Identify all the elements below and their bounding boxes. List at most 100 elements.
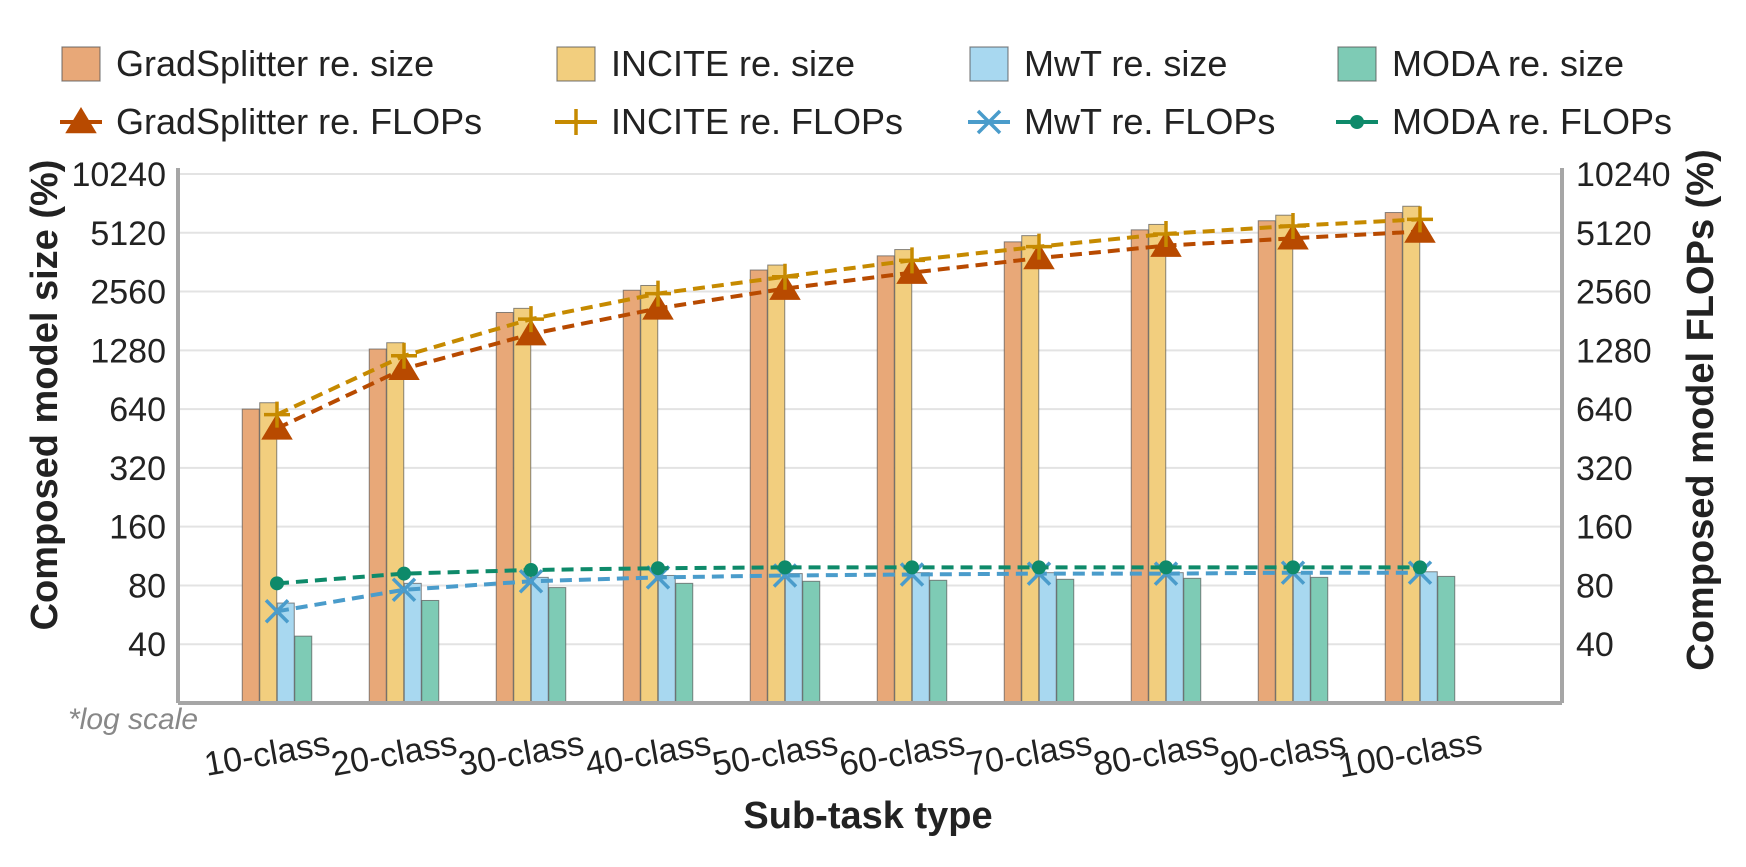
line-marker xyxy=(563,109,589,135)
line-marker xyxy=(1413,560,1427,575)
legend-label: INCITE re. size xyxy=(611,43,855,84)
bar xyxy=(1437,575,1456,704)
y-tick-label-right: 320 xyxy=(1576,450,1633,488)
bar xyxy=(386,342,405,704)
y-axis-title-left: Composed model size (%) xyxy=(24,160,66,631)
y-tick-label-right: 5120 xyxy=(1576,215,1652,253)
line-marker xyxy=(772,263,798,290)
series-line xyxy=(276,217,1421,417)
legend-label: GradSplitter re. size xyxy=(116,43,434,84)
bar xyxy=(403,582,422,704)
bar xyxy=(1003,241,1022,704)
bar xyxy=(294,635,313,704)
line-marker xyxy=(1032,560,1046,575)
y-tick-label-left: 640 xyxy=(109,391,166,429)
line-marker xyxy=(270,576,284,591)
legend-layer: GradSplitter re. size INCITE re. size MwT … xyxy=(60,43,1672,142)
y-tick-label-left: 5120 xyxy=(90,215,166,253)
series-line xyxy=(276,565,1420,586)
bar xyxy=(1165,572,1184,704)
bar xyxy=(1384,212,1403,704)
line-marker xyxy=(645,280,671,307)
line-marker xyxy=(1159,560,1173,575)
line-marker xyxy=(976,109,1002,135)
legend-label: MODA re. size xyxy=(1392,43,1624,84)
y-tick-label-right: 1280 xyxy=(1576,332,1652,370)
line-marker xyxy=(905,560,919,575)
bar xyxy=(894,249,913,704)
y-tick-label-left: 320 xyxy=(109,450,166,488)
series-line xyxy=(276,570,1420,614)
bar xyxy=(1148,223,1167,704)
x-tick-label: 20-class xyxy=(328,724,459,783)
y-tick-label-right: 40 xyxy=(1576,626,1614,664)
bar xyxy=(259,402,278,704)
line-marker xyxy=(1280,212,1306,239)
line-marker xyxy=(778,560,792,575)
x-tick-label: 80-class xyxy=(1090,724,1221,783)
bar xyxy=(1056,578,1075,704)
line-marker xyxy=(391,577,417,603)
bar xyxy=(622,289,641,704)
bar xyxy=(911,572,930,704)
x-tick-label: 40-class xyxy=(582,724,713,783)
y-tick-label-left: 80 xyxy=(128,567,166,605)
y-axis-title-right: Composed model FLOPs (%) xyxy=(1680,149,1722,670)
bar xyxy=(802,580,821,704)
legend-label: MwT re. FLOPs xyxy=(1024,101,1275,142)
y-tick-label-right: 80 xyxy=(1576,567,1614,605)
line-marker xyxy=(524,562,538,577)
log-scale-note: *log scale xyxy=(68,703,198,736)
bar xyxy=(784,573,803,704)
line-marker xyxy=(397,566,411,581)
bar xyxy=(1402,205,1421,704)
line-marker xyxy=(1286,560,1300,575)
line-marker xyxy=(1153,220,1179,247)
y-tick-label-left: 40 xyxy=(128,626,166,664)
y-tick-label-left: 2560 xyxy=(90,274,166,312)
legend-swatch xyxy=(61,46,101,82)
y-tick-label-left: 160 xyxy=(109,509,166,547)
bar xyxy=(548,587,567,704)
x-tick-label: 60-class xyxy=(836,724,967,783)
line-marker xyxy=(899,247,925,274)
line-marker xyxy=(264,401,290,428)
bar xyxy=(876,255,895,704)
line-layer xyxy=(261,206,1436,624)
line-marker xyxy=(264,599,290,624)
bar xyxy=(368,348,387,704)
bar xyxy=(530,576,549,704)
line-marker xyxy=(518,306,544,333)
bar xyxy=(241,408,260,704)
line-marker xyxy=(515,319,547,346)
x-tick-label: 70-class xyxy=(963,724,1094,783)
bar xyxy=(767,264,786,704)
bar xyxy=(1183,577,1202,704)
legend-swatch xyxy=(556,46,596,82)
y-tick-label-right: 640 xyxy=(1576,391,1633,429)
x-tick-label: 10-class xyxy=(201,724,332,783)
bar xyxy=(1257,220,1276,704)
x-tick-label: 50-class xyxy=(709,724,840,783)
y-tick-label-left: 10240 xyxy=(71,156,166,194)
legend-label: MwT re. size xyxy=(1024,43,1227,84)
y-tick-label-right: 10240 xyxy=(1576,156,1671,194)
line-marker xyxy=(1407,206,1433,233)
y-tick-label-left: 1280 xyxy=(90,332,166,370)
legend-label: GradSplitter re. FLOPs xyxy=(116,101,482,142)
y-tick-label-right: 2560 xyxy=(1576,274,1652,312)
bar xyxy=(929,579,948,704)
bar xyxy=(675,582,694,704)
line-marker xyxy=(651,561,665,576)
x-tick-label: 100-class xyxy=(1335,723,1485,786)
legend-swatch xyxy=(1337,46,1377,82)
bar xyxy=(1310,576,1329,704)
y-tick-label-right: 160 xyxy=(1576,509,1633,547)
x-tick-label: 30-class xyxy=(455,724,586,783)
bar xyxy=(513,307,532,704)
bar xyxy=(1021,235,1040,704)
bar xyxy=(640,284,659,704)
x-tick-label: 90-class xyxy=(1217,724,1348,783)
